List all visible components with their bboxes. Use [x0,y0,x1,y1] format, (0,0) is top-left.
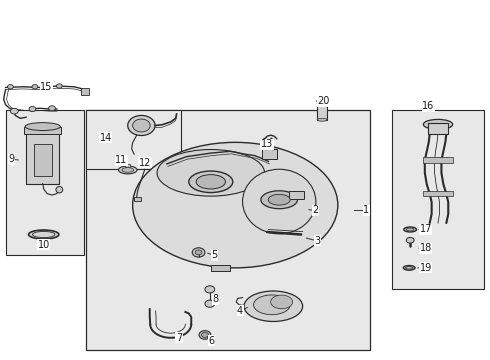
Text: 17: 17 [419,225,432,234]
Ellipse shape [56,186,63,193]
Text: 12: 12 [139,158,151,168]
Ellipse shape [317,99,328,103]
Text: 8: 8 [213,294,219,304]
Bar [81,88,89,95]
Text: 3: 3 [314,236,320,246]
Circle shape [128,116,155,135]
Text: 9: 9 [8,154,15,164]
Text: 13: 13 [261,139,273,149]
Text: 10: 10 [38,239,50,249]
Circle shape [7,85,13,89]
Text: 16: 16 [422,102,434,112]
Text: 15: 15 [41,82,53,93]
Bar [24,127,61,134]
Ellipse shape [318,118,327,121]
Circle shape [199,330,211,339]
Circle shape [205,300,215,307]
Text: 19: 19 [419,263,432,273]
Bar [26,132,59,184]
Ellipse shape [253,295,290,315]
Ellipse shape [133,142,338,268]
Bar [86,110,181,169]
Text: 11: 11 [115,155,127,165]
Ellipse shape [28,230,59,239]
Circle shape [195,250,202,255]
Ellipse shape [406,228,414,231]
Bar [125,164,130,167]
Circle shape [29,107,36,112]
Bar [86,110,369,350]
Ellipse shape [119,166,137,174]
Text: 7: 7 [176,333,182,343]
Circle shape [56,84,62,88]
Ellipse shape [404,227,416,232]
Bar [34,144,52,176]
Ellipse shape [25,123,60,131]
Text: 1: 1 [363,206,369,216]
Bar [5,110,84,255]
Text: 2: 2 [313,206,319,216]
Bar [289,191,304,199]
Text: 4: 4 [237,306,243,316]
Circle shape [205,286,215,293]
Circle shape [32,85,38,89]
Bar [428,123,448,134]
Bar [318,101,327,120]
Text: 14: 14 [99,133,112,143]
Bar [211,265,230,271]
Circle shape [133,119,150,132]
Ellipse shape [244,291,303,321]
Text: 5: 5 [212,250,218,260]
Circle shape [406,237,414,243]
Ellipse shape [423,120,453,130]
Ellipse shape [157,149,265,196]
Circle shape [49,106,55,111]
Ellipse shape [406,267,413,269]
Bar [262,149,277,159]
Ellipse shape [243,169,316,234]
Text: 6: 6 [209,336,215,346]
Ellipse shape [122,168,134,172]
Ellipse shape [261,191,297,209]
Text: 18: 18 [419,243,432,253]
Bar [392,110,485,289]
Ellipse shape [189,171,233,193]
Circle shape [10,108,18,114]
Ellipse shape [268,194,290,205]
Circle shape [201,332,208,337]
Bar [423,191,453,197]
Ellipse shape [270,295,293,309]
Ellipse shape [403,266,415,270]
Circle shape [192,248,205,257]
Bar [134,197,141,201]
Text: 20: 20 [317,96,329,106]
Ellipse shape [196,175,225,189]
Bar [423,157,453,163]
